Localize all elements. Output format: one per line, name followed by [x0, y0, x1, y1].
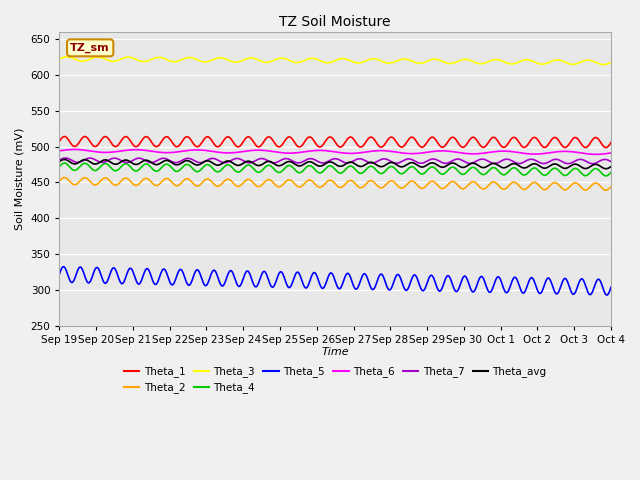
Text: TZ_sm: TZ_sm [70, 43, 110, 53]
Y-axis label: Soil Moisture (mV): Soil Moisture (mV) [15, 128, 25, 230]
X-axis label: Time: Time [321, 347, 349, 357]
Legend: Theta_1, Theta_2, Theta_3, Theta_4, Theta_5, Theta_6, Theta_7, Theta_avg: Theta_1, Theta_2, Theta_3, Theta_4, Thet… [120, 362, 550, 397]
Title: TZ Soil Moisture: TZ Soil Moisture [280, 15, 391, 29]
